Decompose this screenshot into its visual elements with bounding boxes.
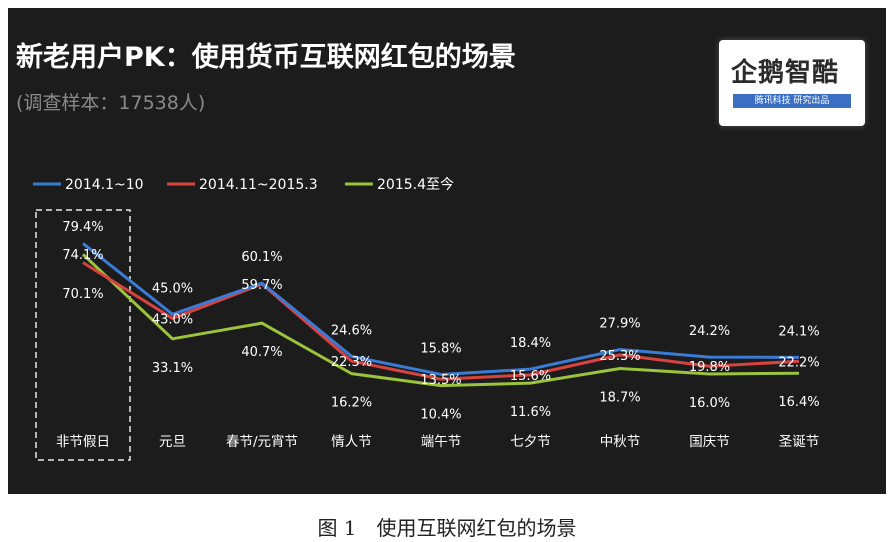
x-tick-label-9: 圣诞节: [779, 434, 820, 450]
legend-label-2: 2014.11~2015.3: [199, 177, 318, 193]
highlight-box: [35, 209, 131, 461]
data-label-2-6: 15.6%: [510, 369, 551, 384]
brand-logo: 企鹅智酷 腾讯科技 研究出品: [719, 40, 865, 126]
series-line-2: [82, 261, 800, 381]
data-label-3-7: 18.7%: [599, 390, 640, 405]
data-label-3-4: 16.2%: [331, 396, 372, 411]
data-label-2-4: 22.3%: [331, 355, 372, 370]
series-line-3: [81, 253, 800, 388]
x-tick-label-6: 七夕节: [510, 434, 551, 450]
legend-label-3: 2015.4至今: [377, 177, 454, 193]
data-label-2-2: 43.0%: [152, 312, 193, 327]
data-label-3-6: 11.6%: [510, 405, 551, 420]
x-tick-label-4: 情人节: [331, 434, 372, 450]
data-label-1-2: 45.0%: [152, 281, 193, 296]
logo-strip: 腾讯科技 研究出品: [733, 94, 851, 108]
x-tick-label-5: 端午节: [421, 434, 462, 450]
x-tick-label-1: 非节假日: [56, 434, 110, 450]
data-label-3-9: 16.4%: [778, 395, 819, 410]
data-label-1-4: 24.6%: [331, 323, 372, 338]
logo-name: 企鹅智酷: [731, 58, 840, 88]
data-label-2-9: 22.2%: [778, 355, 819, 370]
data-label-2-5: 13.5%: [420, 373, 461, 388]
data-label-2-3: 59.7%: [241, 278, 282, 293]
data-label-3-3: 40.7%: [241, 345, 282, 360]
data-label-1-5: 15.8%: [420, 341, 461, 356]
chart-subtitle: (调查样本：17538人): [16, 92, 206, 114]
series-line-1: [82, 242, 800, 376]
legend-label-1: 2014.1~10: [65, 177, 144, 193]
data-label-1-6: 18.4%: [510, 336, 551, 351]
logo-tagline: 腾讯科技 研究出品: [754, 96, 830, 106]
figure-caption: 图 1 使用互联网红包的场景: [317, 516, 577, 540]
data-label-1-9: 24.1%: [778, 324, 819, 339]
chart-title: 新老用户PK：使用货币互联网红包的场景: [16, 42, 516, 73]
x-tick-label-2: 元旦: [159, 434, 186, 450]
data-label-2-1: 70.1%: [62, 287, 103, 302]
data-label-2-7: 25.3%: [599, 349, 640, 364]
data-label-1-3: 60.1%: [241, 250, 282, 265]
data-label-1-8: 24.2%: [689, 324, 730, 339]
x-tick-label-3: 春节/元宵节: [226, 433, 298, 450]
x-tick-label-7: 中秋节: [600, 434, 641, 450]
data-label-1-1: 79.4%: [62, 220, 103, 235]
data-label-3-1: 74.1%: [62, 248, 103, 263]
data-label-1-7: 27.9%: [599, 317, 640, 332]
data-label-2-8: 19.8%: [689, 360, 730, 375]
data-label-3-5: 10.4%: [420, 408, 461, 423]
x-tick-label-8: 国庆节: [689, 434, 730, 450]
data-label-3-8: 16.0%: [689, 396, 730, 411]
data-label-3-2: 33.1%: [152, 361, 193, 376]
